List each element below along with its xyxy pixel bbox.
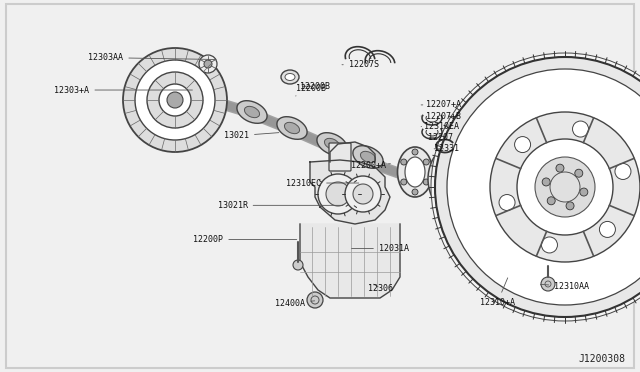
Text: 12310+A: 12310+A	[480, 278, 515, 307]
Circle shape	[600, 221, 616, 237]
Circle shape	[550, 172, 580, 202]
Ellipse shape	[285, 74, 295, 80]
Circle shape	[440, 149, 500, 209]
Circle shape	[499, 195, 515, 211]
Circle shape	[199, 55, 217, 73]
Circle shape	[566, 202, 574, 210]
Text: 12400A: 12400A	[275, 299, 315, 308]
Ellipse shape	[397, 147, 433, 197]
Text: 12310EA: 12310EA	[421, 122, 460, 131]
Ellipse shape	[405, 157, 425, 187]
Ellipse shape	[317, 133, 347, 155]
Circle shape	[353, 184, 373, 204]
Circle shape	[573, 121, 589, 137]
Text: 12200B: 12200B	[300, 82, 330, 91]
Text: 12200P: 12200P	[193, 235, 297, 244]
Circle shape	[547, 197, 556, 205]
Circle shape	[435, 57, 640, 317]
Circle shape	[456, 165, 484, 193]
Circle shape	[204, 60, 212, 68]
Circle shape	[318, 174, 358, 214]
Circle shape	[159, 84, 191, 116]
Text: 12306: 12306	[368, 284, 393, 293]
Circle shape	[123, 48, 227, 152]
Circle shape	[412, 149, 418, 155]
Circle shape	[542, 178, 550, 186]
Ellipse shape	[324, 138, 340, 150]
Text: 12310AA: 12310AA	[540, 282, 589, 291]
Circle shape	[447, 69, 640, 305]
Text: 12331: 12331	[434, 144, 459, 153]
Circle shape	[464, 173, 476, 185]
Ellipse shape	[277, 117, 307, 139]
Circle shape	[535, 157, 595, 217]
Circle shape	[444, 175, 452, 183]
Ellipse shape	[281, 70, 299, 84]
Text: 12207+A: 12207+A	[421, 100, 461, 109]
Ellipse shape	[445, 149, 459, 169]
Circle shape	[307, 292, 323, 308]
Circle shape	[455, 194, 463, 202]
Circle shape	[428, 137, 512, 221]
Polygon shape	[330, 142, 375, 162]
Text: 12310EC: 12310EC	[286, 179, 359, 187]
Circle shape	[477, 194, 485, 202]
Circle shape	[488, 175, 496, 183]
Circle shape	[556, 164, 564, 172]
Polygon shape	[310, 160, 390, 224]
Circle shape	[477, 156, 485, 164]
Circle shape	[147, 72, 203, 128]
Circle shape	[412, 189, 418, 195]
Circle shape	[167, 92, 183, 108]
Circle shape	[135, 60, 215, 140]
Circle shape	[455, 156, 463, 164]
Circle shape	[575, 169, 583, 177]
Polygon shape	[300, 224, 400, 298]
Ellipse shape	[284, 122, 300, 134]
Circle shape	[615, 163, 631, 179]
Circle shape	[401, 179, 407, 185]
Ellipse shape	[244, 106, 260, 118]
Circle shape	[517, 139, 613, 235]
Text: 13021R: 13021R	[218, 201, 343, 210]
Circle shape	[401, 159, 407, 165]
Text: 13021: 13021	[224, 131, 279, 140]
Text: 12031A: 12031A	[351, 244, 409, 253]
Circle shape	[345, 176, 381, 212]
Ellipse shape	[450, 161, 466, 183]
Text: 12207: 12207	[428, 133, 452, 142]
Ellipse shape	[237, 101, 267, 123]
Text: 12200+A: 12200+A	[351, 161, 390, 170]
Circle shape	[448, 155, 456, 163]
Text: 12303AA: 12303AA	[88, 53, 216, 62]
Ellipse shape	[353, 146, 383, 168]
Circle shape	[431, 53, 640, 321]
Circle shape	[541, 277, 555, 291]
Text: 12303+A: 12303+A	[54, 86, 193, 94]
Circle shape	[326, 182, 350, 206]
Circle shape	[551, 173, 579, 201]
Circle shape	[580, 188, 588, 196]
Circle shape	[490, 112, 640, 262]
Text: 12207+B: 12207+B	[421, 112, 461, 121]
Circle shape	[423, 159, 429, 165]
FancyBboxPatch shape	[329, 143, 351, 171]
Circle shape	[515, 137, 531, 153]
Text: 12200B: 12200B	[296, 84, 326, 96]
Circle shape	[541, 237, 557, 253]
Text: 12207S: 12207S	[342, 60, 379, 69]
Circle shape	[423, 179, 429, 185]
Text: J1200308: J1200308	[578, 354, 625, 364]
Circle shape	[293, 260, 303, 270]
Ellipse shape	[360, 151, 376, 163]
